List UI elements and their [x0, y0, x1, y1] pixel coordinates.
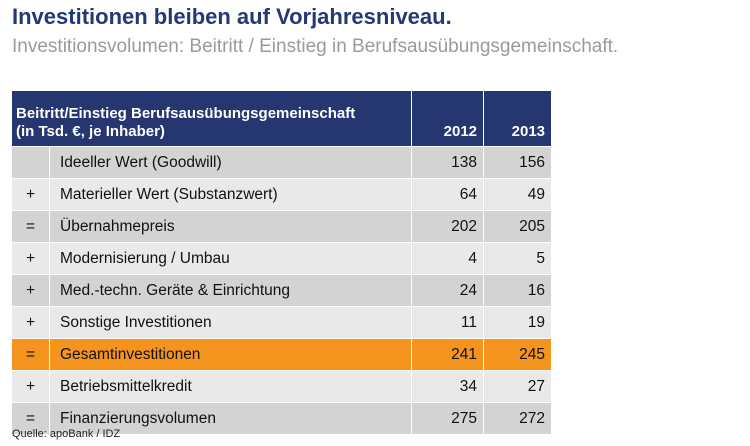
row-label: Med.-techn. Geräte & Einrichtung [49, 274, 412, 306]
table-row: + Betriebsmittelkredit 34 27 [12, 370, 552, 402]
source-note: Quelle: apoBank / IDZ [12, 428, 121, 440]
row-value-2012: 241 [411, 338, 484, 370]
row-value-2013: 245 [483, 338, 552, 370]
row-value-2012: 64 [411, 178, 484, 210]
table-row: + Med.-techn. Geräte & Einrichtung 24 16 [12, 274, 552, 306]
row-operator [12, 146, 49, 178]
row-label: Übernahmepreis [49, 210, 412, 242]
row-value-2013: 27 [483, 370, 552, 402]
row-label: Gesamtinvestitionen [49, 338, 412, 370]
row-value-2012: 11 [411, 306, 484, 338]
table-row: = Finanzierungsvolumen 275 272 [12, 402, 552, 434]
row-label: Ideeller Wert (Goodwill) [49, 146, 412, 178]
table-body: Ideeller Wert (Goodwill) 138 156 + Materiell… [12, 146, 552, 434]
table-header-label: Beitritt/Einstieg Berufsausübungsgemeins… [12, 91, 412, 146]
header-year-2012: 2012 [411, 91, 484, 146]
table-row: + Materieller Wert (Substanzwert) 64 49 [12, 178, 552, 210]
row-operator: = [12, 402, 49, 434]
header-label-line1: Beitritt/Einstieg Berufsausübungsgemeins… [16, 105, 356, 122]
row-label: Betriebsmittelkredit [49, 370, 412, 402]
row-operator: = [12, 210, 49, 242]
row-value-2012: 202 [411, 210, 484, 242]
header-year-2013: 2013 [483, 91, 552, 146]
table-row: + Modernisierung / Umbau 4 5 [12, 242, 552, 274]
row-operator: = [12, 338, 49, 370]
row-label: Sonstige Investitionen [49, 306, 412, 338]
table-row: Ideeller Wert (Goodwill) 138 156 [12, 146, 552, 178]
table-header-row: Beitritt/Einstieg Berufsausübungsgemeins… [12, 91, 552, 146]
row-value-2012: 138 [411, 146, 484, 178]
row-value-2013: 16 [483, 274, 552, 306]
row-value-2013: 156 [483, 146, 552, 178]
investment-table: Beitritt/Einstieg Berufsausübungsgemeins… [12, 91, 552, 434]
row-label: Materieller Wert (Substanzwert) [49, 178, 412, 210]
header-label-line2: (in Tsd. €, je Inhaber) [16, 123, 165, 140]
row-value-2013: 272 [483, 402, 552, 434]
row-value-2013: 5 [483, 242, 552, 274]
table-row: + Sonstige Investitionen 11 19 [12, 306, 552, 338]
row-operator: + [12, 274, 49, 306]
row-operator: + [12, 306, 49, 338]
row-operator: + [12, 370, 49, 402]
row-value-2012: 4 [411, 242, 484, 274]
row-operator: + [12, 178, 49, 210]
table-row: = Übernahmepreis 202 205 [12, 210, 552, 242]
row-label: Finanzierungsvolumen [49, 402, 412, 434]
row-value-2012: 34 [411, 370, 484, 402]
row-value-2013: 205 [483, 210, 552, 242]
page-subtitle: Investitionsvolumen: Beitritt / Einstieg… [12, 36, 619, 57]
row-value-2013: 19 [483, 306, 552, 338]
row-value-2012: 24 [411, 274, 484, 306]
page-title: Investitionen bleiben auf Vorjahresnivea… [12, 4, 452, 29]
row-value-2013: 49 [483, 178, 552, 210]
row-value-2012: 275 [411, 402, 484, 434]
table-row: = Gesamtinvestitionen 241 245 [12, 338, 552, 370]
row-operator: + [12, 242, 49, 274]
row-label: Modernisierung / Umbau [49, 242, 412, 274]
